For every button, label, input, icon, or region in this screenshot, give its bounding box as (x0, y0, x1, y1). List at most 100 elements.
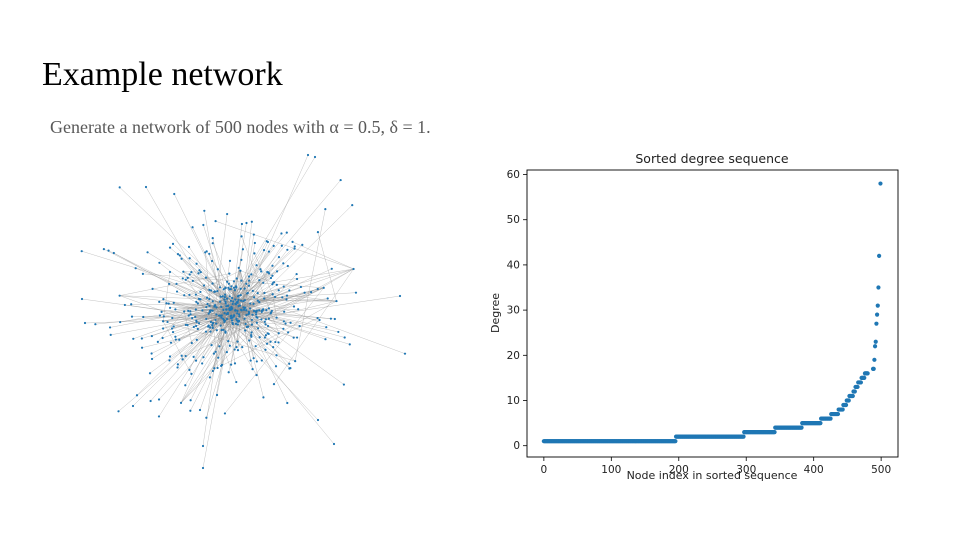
degree-point (872, 344, 878, 349)
network-node (251, 368, 254, 371)
network-node (226, 280, 229, 283)
network-node (225, 351, 228, 354)
network-edge (198, 298, 213, 328)
network-edge (272, 294, 277, 318)
network-node (285, 294, 289, 297)
network-node (229, 299, 232, 302)
network-node (293, 245, 296, 248)
network-node (249, 302, 252, 305)
network-node (211, 242, 214, 245)
network-edge (119, 273, 230, 296)
network-edge (145, 186, 222, 318)
network-edge (221, 317, 298, 338)
network-node (272, 244, 275, 247)
degree-chart: Sorted degree sequence 0 100 200 300 400 500 … (489, 151, 899, 482)
degree-point (877, 253, 882, 258)
network-node (204, 330, 208, 333)
network-node (165, 302, 168, 305)
network-node (168, 355, 172, 358)
network-node (316, 287, 319, 291)
network-node (234, 285, 238, 288)
network-node (225, 308, 228, 311)
network-node (149, 399, 152, 403)
network-node (144, 185, 148, 189)
network-edge (192, 287, 324, 319)
network-node (195, 300, 198, 303)
network-node (178, 338, 181, 341)
network-node (265, 240, 268, 243)
network-node (230, 319, 234, 322)
degree-point (858, 380, 863, 385)
network-node (292, 305, 296, 308)
network-node (231, 322, 235, 326)
network-node (264, 348, 267, 351)
network-node (222, 308, 225, 311)
network-node (228, 288, 231, 291)
network-edge (199, 320, 233, 411)
network-node (223, 320, 226, 323)
network-edge (188, 312, 225, 316)
network-edge (108, 250, 240, 317)
network-node (277, 256, 281, 259)
network-node (272, 281, 275, 284)
network-node (245, 325, 249, 329)
network-edge (212, 322, 218, 368)
network-node (258, 279, 261, 282)
network-node (220, 363, 224, 366)
network-node (251, 313, 254, 316)
network-edge (229, 309, 291, 323)
network-node (263, 336, 266, 339)
network-node (272, 346, 275, 349)
network-edge (224, 269, 261, 314)
y-axis-ticks: 0 10 20 30 40 50 60 (507, 169, 527, 452)
network-node (260, 359, 263, 362)
network-node (222, 319, 226, 322)
network-edge (147, 252, 242, 310)
network-node (335, 299, 338, 303)
network-edge (161, 301, 226, 313)
network-node (224, 293, 227, 296)
x-tick-label: 400 (804, 464, 824, 476)
network-node (157, 415, 161, 418)
network-node (168, 282, 171, 286)
network-node (226, 297, 229, 300)
degree-point (865, 371, 870, 376)
network-node (260, 270, 263, 273)
network-node (324, 208, 327, 211)
network-edge (195, 317, 232, 361)
network-node (228, 259, 232, 262)
network-node (109, 333, 112, 336)
network-node (202, 356, 205, 359)
network-node (258, 301, 261, 304)
network-node (190, 271, 193, 274)
network-edge (240, 284, 277, 310)
degree-point (875, 303, 880, 308)
network-node (262, 396, 265, 399)
network-node (190, 372, 193, 375)
network-edge (317, 232, 337, 302)
network-node (231, 296, 234, 300)
network-node (348, 343, 351, 346)
network-node (150, 334, 153, 338)
network-node (228, 295, 231, 298)
network-node (204, 276, 208, 279)
network-node (231, 302, 234, 306)
network-node (191, 279, 194, 282)
network-node (217, 356, 220, 359)
network-node (244, 322, 247, 326)
network-edge (215, 318, 224, 352)
network-node (235, 301, 238, 304)
network-node (326, 297, 329, 300)
network-node (172, 301, 175, 304)
network-edge (212, 322, 237, 383)
network-node (203, 209, 206, 212)
network-edge (159, 262, 232, 319)
network-edge (136, 309, 224, 396)
network-node (269, 276, 273, 280)
network-node (211, 300, 214, 303)
network-node (196, 302, 199, 305)
network-node (171, 242, 175, 245)
network-node (244, 306, 247, 309)
network-node (201, 362, 204, 365)
network-edge (240, 309, 344, 385)
